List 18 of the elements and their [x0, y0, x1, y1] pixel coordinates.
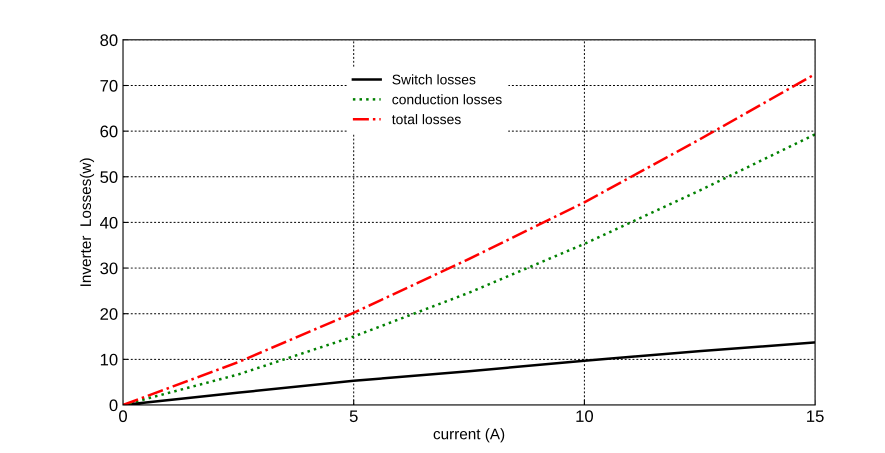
x-axis-title: current (A)	[434, 428, 504, 442]
x-tick-label: 10	[576, 410, 594, 422]
legend-label: conduction losses	[392, 94, 502, 104]
y-tick-label: 40	[100, 216, 118, 229]
legend-label: total losses	[392, 114, 461, 124]
y-tick-label: 20	[100, 308, 118, 320]
y-tick-label: 60	[100, 126, 118, 138]
x-tick-label: 5	[350, 410, 358, 422]
x-tick-label: 15	[807, 410, 824, 422]
y-tick-label: 0	[110, 399, 118, 412]
y-tick-label: 70	[100, 80, 118, 92]
y-axis-title: Inverter Losses(w)	[80, 158, 94, 286]
y-tick-label: 50	[100, 171, 118, 183]
legend-label: Switch losses	[392, 74, 476, 84]
y-tick-label: 30	[100, 262, 118, 274]
x-tick-label: 0	[119, 410, 127, 422]
y-tick-label: 10	[100, 354, 118, 366]
y-tick-label: 80	[100, 34, 118, 46]
